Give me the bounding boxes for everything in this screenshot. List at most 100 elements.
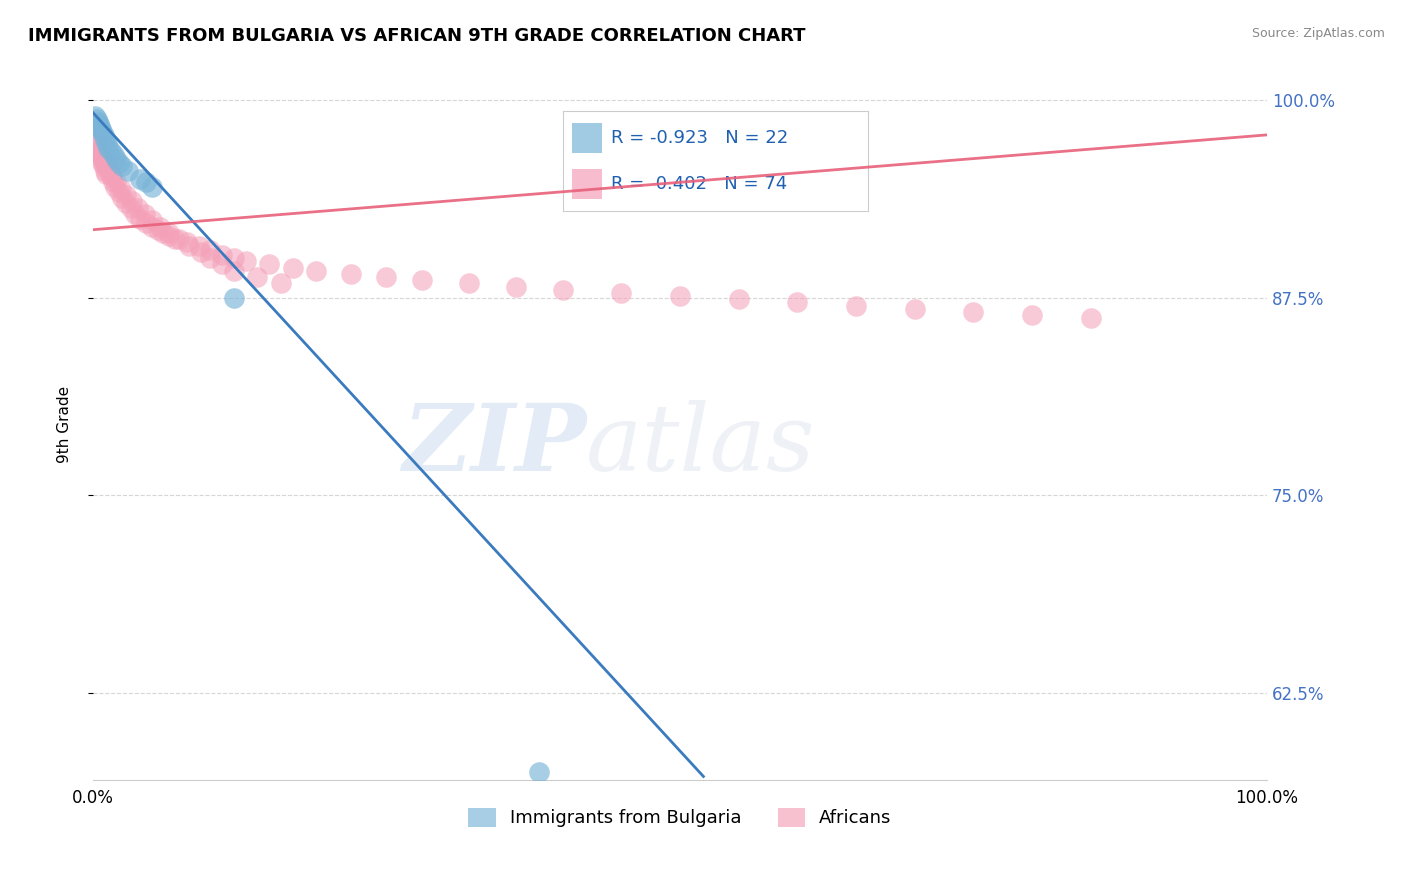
Point [110,181,132,195]
Point [222,251,245,265]
Point [727,292,749,306]
Point [457,277,479,291]
Point [86,144,108,158]
Point [340,267,363,281]
Y-axis label: 9th Grade: 9th Grade [58,385,72,463]
Point [146,223,169,237]
Point [176,235,198,250]
Point [551,283,574,297]
Point [96,137,118,152]
Text: atlas: atlas [586,401,815,491]
Point [727,156,749,170]
Point [100,169,122,183]
Point [103,148,125,162]
Point [134,207,156,221]
Point [179,238,201,252]
Point [786,295,808,310]
Point [104,180,127,194]
Point [211,248,233,262]
Point [94,168,117,182]
Point [91,156,114,170]
Point [962,305,984,319]
Point [211,257,233,271]
Point [111,160,134,174]
Text: ZIP: ZIP [402,401,586,491]
Point [190,244,212,259]
Point [270,277,292,291]
Text: IMMIGRANTS FROM BULGARIA VS AFRICAN 9TH GRADE CORRELATION CHART: IMMIGRANTS FROM BULGARIA VS AFRICAN 9TH … [28,27,806,45]
Point [121,194,143,209]
Point [90,121,112,136]
Point [84,133,107,147]
Point [141,180,163,194]
Point [157,229,180,244]
Point [101,175,124,189]
Point [101,169,124,183]
Point [187,238,209,252]
Point [200,251,222,265]
Point [100,144,122,158]
Point [86,112,108,127]
Point [246,270,269,285]
Point [127,201,149,215]
Point [845,299,868,313]
Legend: Immigrants from Bulgaria, Africans: Immigrants from Bulgaria, Africans [461,801,898,835]
Point [94,156,117,170]
Text: Source: ZipAtlas.com: Source: ZipAtlas.com [1251,27,1385,40]
Point [97,162,120,177]
Point [135,216,157,230]
Point [527,764,550,779]
Point [105,175,128,189]
Point [93,128,115,142]
Point [115,188,138,202]
Point [84,109,107,123]
Point [89,120,111,134]
Point [1021,308,1043,322]
Point [108,185,131,199]
Point [904,301,927,316]
Point [94,133,117,147]
Point [305,264,328,278]
Point [1080,311,1102,326]
Point [87,117,110,131]
Point [141,213,163,227]
Point [167,232,190,246]
Point [281,260,304,275]
Point [165,232,187,246]
Point [129,211,152,226]
Point [115,195,138,210]
Point [411,273,433,287]
Point [91,150,114,164]
Point [105,152,128,166]
Point [86,115,108,129]
Point [141,219,163,234]
Point [157,226,180,240]
Point [117,164,139,178]
Point [375,270,398,285]
Point [505,279,527,293]
Point [86,137,108,152]
Point [97,160,120,174]
Point [87,144,110,158]
Point [87,140,110,154]
Point [235,254,257,268]
Point [257,257,280,271]
Point [152,226,174,240]
Point [90,152,112,166]
Point [222,264,245,278]
Point [135,175,157,189]
Point [149,219,172,234]
Point [111,191,134,205]
Point [610,285,633,300]
Point [200,244,222,258]
Point [97,140,120,154]
Point [120,201,142,215]
Point [94,164,117,178]
Point [108,156,131,170]
Point [124,207,146,221]
Point [222,291,245,305]
Point [93,160,115,174]
Point [89,148,111,162]
Point [669,289,692,303]
Point [91,125,114,139]
